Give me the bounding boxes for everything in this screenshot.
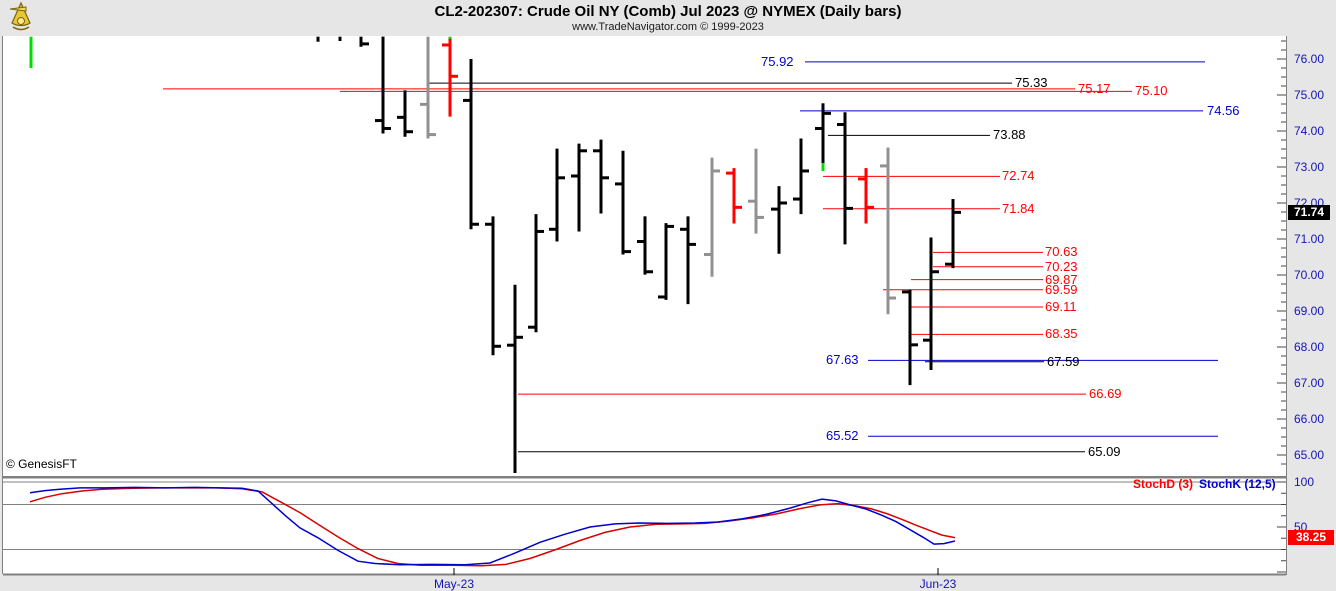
price-axis-tick-label: 68.00 <box>1294 340 1325 354</box>
level-label: 74.56 <box>1207 102 1240 118</box>
ohlc-bar <box>593 139 609 214</box>
price-axis-tick-label: 65.00 <box>1294 448 1325 462</box>
price-axis-tick-label: 66.00 <box>1294 412 1325 426</box>
price-axis-tick-label: 67.00 <box>1294 376 1325 390</box>
level-label: 69.11 <box>1045 299 1077 315</box>
genesis-sextant-icon <box>6 1 36 38</box>
ohlc-bar <box>463 59 479 230</box>
level-label: 65.52 <box>826 428 859 444</box>
level-label: 75.17 <box>1078 80 1111 96</box>
ohlc-bar <box>485 216 501 356</box>
level-label: 69.87 <box>1045 271 1078 287</box>
ohlc-bar <box>748 148 764 234</box>
ohlc-bar <box>375 36 391 134</box>
ohlc-bar <box>442 38 458 117</box>
level-label: 67.59 <box>1047 353 1080 369</box>
stochk-line <box>29 486 956 566</box>
level-label: 71.84 <box>1002 200 1035 216</box>
stoch-legend-d[interactable]: StochD (3) <box>1133 477 1193 491</box>
level-label: 73.88 <box>993 127 1026 143</box>
price-axis-tick-label: 71.00 <box>1294 232 1325 246</box>
time-axis-scale[interactable] <box>3 575 1286 591</box>
level-label: 70.63 <box>1045 244 1078 260</box>
ohlc-bar <box>793 138 809 215</box>
time-axis-month-label: May-23 <box>433 577 474 591</box>
ohlc-bar <box>771 186 787 254</box>
stoch-legend-k[interactable]: StochK (12,5) <box>1199 477 1276 491</box>
price-axis-tick-label: 76.00 <box>1294 52 1325 66</box>
stochastic-plot-area[interactable] <box>3 478 1286 574</box>
chart-title: CL2-202307: Crude Oil NY (Comb) Jul 2023… <box>434 3 902 20</box>
ohlc-bar <box>680 216 696 305</box>
ohlc-bar <box>615 150 631 255</box>
ohlc-bar <box>902 289 918 386</box>
ohlc-bar <box>549 148 565 242</box>
stoch-axis-tick-label: 100 <box>1294 475 1315 489</box>
ohlc-bar <box>837 112 853 245</box>
price-axis-tick-label: 74.00 <box>1294 124 1325 138</box>
level-label: 75.92 <box>761 53 794 69</box>
genesisft-watermark: © GenesisFT <box>6 457 77 471</box>
ohlc-bar <box>726 168 742 224</box>
level-label: 67.63 <box>826 352 859 368</box>
price-chart-plot-area[interactable] <box>3 36 1286 476</box>
price-axis-tick-label: 75.00 <box>1294 88 1325 102</box>
price-axis-tick-label: 73.00 <box>1294 160 1325 174</box>
price-axis-tick-label: 70.00 <box>1294 268 1325 282</box>
ohlc-bar <box>815 103 831 164</box>
level-label: 75.10 <box>1135 83 1168 99</box>
level-label: 69.59 <box>1045 281 1078 297</box>
level-label: 68.35 <box>1045 326 1078 342</box>
level-label: 66.69 <box>1089 386 1122 402</box>
ohlc-bar <box>923 237 939 371</box>
ohlc-bar <box>945 199 961 269</box>
ohlc-bar <box>637 216 653 275</box>
level-label: 72.74 <box>1002 168 1035 184</box>
price-axis-scale[interactable] <box>1286 36 1336 476</box>
ohlc-bar <box>420 36 436 139</box>
stochastic-value-badge: 38.25 <box>1288 530 1334 546</box>
ohlc-bar <box>397 90 413 137</box>
ohlc-bar <box>571 143 587 232</box>
ohlc-bar <box>528 214 544 333</box>
ohlc-bar <box>880 147 896 315</box>
price-axis-tick-label: 69.00 <box>1294 304 1325 318</box>
ohlc-bar <box>858 168 874 224</box>
ohlc-bar <box>359 36 369 47</box>
chart-subtitle: www.TradeNavigator.com © 1999-2023 <box>572 21 764 33</box>
time-axis-month-label: Jun-23 <box>919 577 957 591</box>
last-price-badge: 71.74 <box>1288 204 1330 220</box>
level-label: 75.33 <box>1015 75 1048 91</box>
level-label: 70.23 <box>1045 258 1078 274</box>
ohlc-bar <box>507 284 523 473</box>
level-label: 65.09 <box>1088 443 1121 459</box>
ohlc-bar <box>704 157 720 277</box>
ohlc-bar <box>658 223 674 300</box>
